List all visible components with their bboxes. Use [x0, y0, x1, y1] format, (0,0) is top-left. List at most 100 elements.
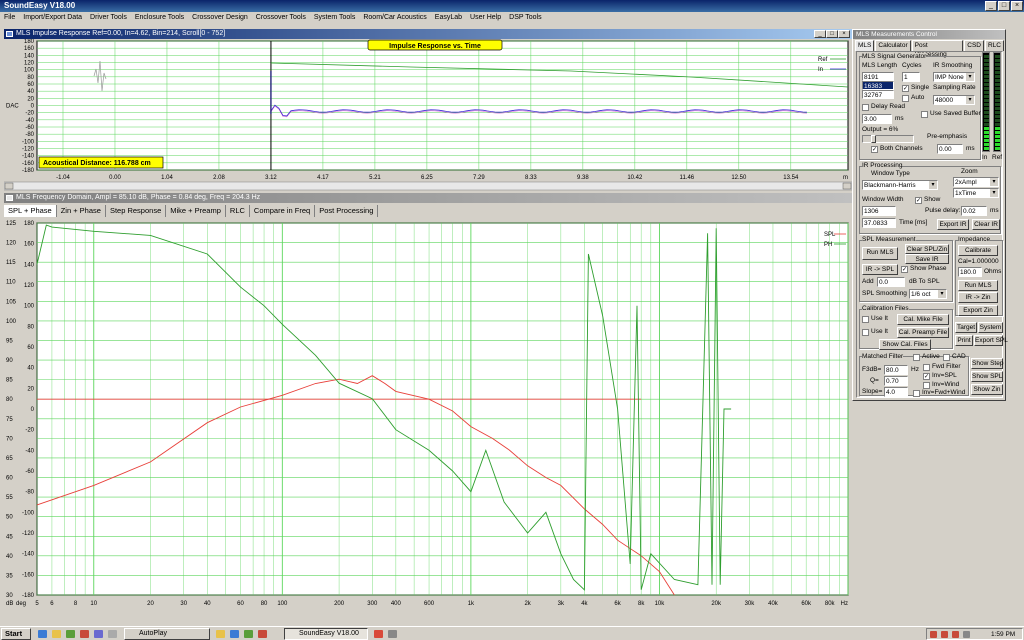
- app-icon[interactable]: [230, 630, 239, 638]
- both-channels-checkbox[interactable]: ✓: [871, 146, 878, 153]
- show-step-button[interactable]: Show Step: [971, 358, 1004, 369]
- mls-length-32767[interactable]: 32767: [862, 90, 894, 99]
- ir-to-spl-button[interactable]: IR -> SPL: [862, 264, 898, 275]
- minimize-button[interactable]: _: [985, 1, 997, 11]
- show-phase-checkbox[interactable]: ✓: [901, 266, 908, 273]
- show-spl-button[interactable]: Show SPL: [971, 371, 1003, 382]
- add-input[interactable]: 0.0: [877, 277, 905, 287]
- tab-rlc[interactable]: RLC: [226, 205, 250, 217]
- ie-icon[interactable]: [38, 630, 47, 638]
- q-input[interactable]: 0.70: [884, 376, 908, 386]
- clear-spl-zin-button[interactable]: Clear SPL/Zin: [905, 244, 949, 254]
- inv-fwd-wind-checkbox[interactable]: [913, 390, 920, 397]
- tray-icon[interactable]: [930, 631, 937, 638]
- export-ir-button[interactable]: Export IR: [937, 219, 969, 230]
- panel-tab-rlc[interactable]: RLC: [984, 40, 1004, 51]
- cal-preamp-file-button[interactable]: Cal. Preamp File: [897, 327, 949, 338]
- panel-tab-post-processing[interactable]: Post Processing: [911, 40, 964, 58]
- active-checkbox[interactable]: [913, 354, 920, 361]
- save-ir-button[interactable]: Save IR: [905, 254, 949, 264]
- delay-read-checkbox[interactable]: [862, 104, 869, 111]
- menu-system-tools[interactable]: System Tools: [313, 14, 356, 21]
- folder-icon[interactable]: [52, 630, 61, 638]
- mls-length-16383[interactable]: 16383: [862, 81, 894, 90]
- inv-wind-checkbox[interactable]: [923, 382, 930, 389]
- menu-user-help[interactable]: User Help: [470, 14, 502, 21]
- impulse-minimize-button[interactable]: _: [814, 30, 826, 38]
- time-input[interactable]: 37.0833: [862, 218, 896, 228]
- sampling-rate-select[interactable]: 48000: [933, 95, 975, 105]
- cycles-input[interactable]: 1: [902, 72, 920, 82]
- taskbar-autoplay[interactable]: AutoPlay: [124, 628, 210, 640]
- app-icon[interactable]: [374, 630, 383, 638]
- menu-import-export[interactable]: Import/Export Data: [23, 14, 83, 21]
- app-icon[interactable]: [94, 630, 103, 638]
- cal-mike-file-button[interactable]: Cal. Mike File: [897, 314, 949, 325]
- single-checkbox[interactable]: ✓: [902, 85, 909, 92]
- inv-spl-checkbox[interactable]: ✓: [923, 373, 930, 380]
- ir-smoothing-select[interactable]: IMP None: [933, 72, 975, 82]
- menu-enclosure-tools[interactable]: Enclosure Tools: [134, 14, 185, 21]
- ohms-input[interactable]: 180.0: [958, 267, 982, 277]
- zoom-time-select[interactable]: 1xTime: [953, 188, 999, 198]
- menu-room-car-acoustics[interactable]: Room/Car Acoustics: [363, 14, 427, 21]
- tray-icon[interactable]: [941, 631, 948, 638]
- folder-icon[interactable]: [216, 630, 225, 638]
- pulse-delay-input[interactable]: 0.02: [961, 206, 987, 216]
- slope-input[interactable]: 4.0: [884, 387, 908, 397]
- app-icon[interactable]: [258, 630, 267, 638]
- output-slider[interactable]: [862, 135, 914, 143]
- menu-easylab[interactable]: EasyLab: [434, 14, 463, 21]
- tab-compare-in-freq[interactable]: Compare in Freq: [250, 205, 316, 217]
- fwd-filter-checkbox[interactable]: [923, 364, 930, 371]
- ir-to-zin-button[interactable]: IR -> Zin: [958, 292, 998, 303]
- close-button[interactable]: ×: [1011, 1, 1023, 11]
- panel-tab-csd[interactable]: CSD: [964, 40, 984, 51]
- impulse-close-button[interactable]: ×: [838, 30, 850, 38]
- f3db-input[interactable]: 80.0: [884, 365, 908, 375]
- menu-crossover-design[interactable]: Crossover Design: [192, 14, 248, 21]
- run-mls-impedance-button[interactable]: Run MLS: [958, 280, 998, 291]
- spl-smoothing-select[interactable]: 1/6 oct: [909, 289, 947, 299]
- export-zin-button[interactable]: Export Zin: [958, 305, 998, 316]
- menu-file[interactable]: File: [4, 14, 16, 21]
- tab-zin-phase[interactable]: Zin + Phase: [57, 205, 106, 217]
- panel-tab-mls[interactable]: MLS: [855, 40, 875, 51]
- show-cal-files-button[interactable]: Show Cal. Files: [879, 339, 931, 350]
- maximize-button[interactable]: □: [998, 1, 1010, 11]
- app-icon[interactable]: [80, 630, 89, 638]
- zoom-ampl-select[interactable]: 2xAmpl: [953, 177, 999, 187]
- pre-emphasis-input[interactable]: 0.00: [937, 144, 963, 154]
- mls-length-8191[interactable]: 8191: [862, 72, 894, 81]
- speaker-icon[interactable]: [963, 631, 970, 638]
- taskbar-soundeasy[interactable]: SoundEasy V18.00: [284, 628, 368, 640]
- tab-step-response[interactable]: Step Response: [106, 205, 167, 217]
- app-icon[interactable]: [108, 630, 117, 638]
- app-icon[interactable]: [388, 630, 397, 638]
- impulse-maximize-button[interactable]: □: [826, 30, 838, 38]
- use-saved-buffer-checkbox[interactable]: [921, 111, 928, 118]
- tab-mike-preamp[interactable]: Mike + Preamp: [166, 205, 226, 217]
- export-spl-button[interactable]: Export SPL: [974, 335, 1008, 346]
- use-preamp-cal-checkbox[interactable]: [862, 329, 869, 336]
- system-button[interactable]: System: [978, 322, 1003, 333]
- window-type-select[interactable]: Blackmann-Harris: [862, 180, 938, 190]
- show-zin-button[interactable]: Show Zin: [971, 384, 1003, 395]
- tab-post-processing[interactable]: Post Processing: [315, 205, 379, 217]
- window-width-input[interactable]: 1306: [862, 206, 896, 216]
- delay-input[interactable]: 3.00: [862, 114, 892, 124]
- cad-checkbox[interactable]: [943, 354, 950, 361]
- start-button[interactable]: Start: [1, 628, 31, 640]
- tray-icon[interactable]: [952, 631, 959, 638]
- app-icon[interactable]: [66, 630, 75, 638]
- clear-ir-button[interactable]: Clear IR: [972, 219, 1000, 230]
- show-window-checkbox[interactable]: ✓: [915, 197, 922, 204]
- print-button[interactable]: Print: [955, 335, 973, 346]
- panel-tab-calculator[interactable]: Calculator: [875, 40, 911, 51]
- tab-spl-phase[interactable]: SPL + Phase: [4, 205, 57, 217]
- use-mike-cal-checkbox[interactable]: [862, 316, 869, 323]
- run-mls-button[interactable]: Run MLS: [862, 247, 898, 260]
- menu-crossover-tools[interactable]: Crossover Tools: [255, 14, 306, 21]
- menu-driver-tools[interactable]: Driver Tools: [90, 14, 127, 21]
- calibrate-button[interactable]: Calibrate: [958, 245, 998, 256]
